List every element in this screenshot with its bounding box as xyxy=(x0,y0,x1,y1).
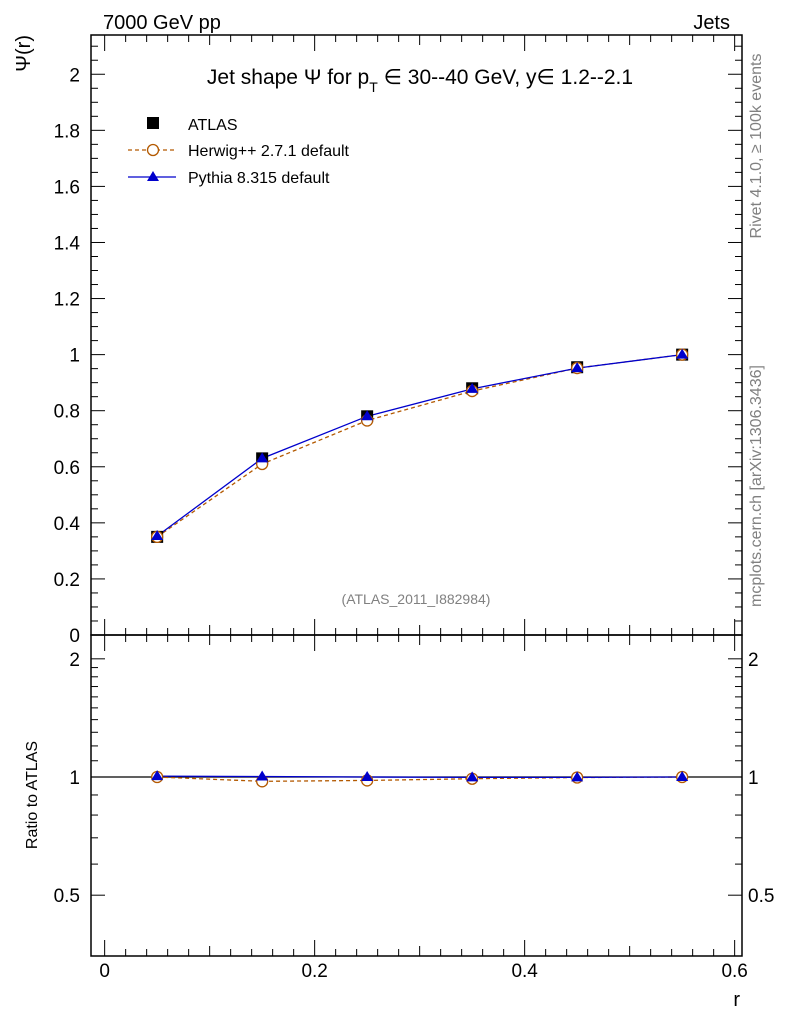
main-y-tick-label: 1.2 xyxy=(54,290,80,311)
main-pythia-point xyxy=(466,382,479,393)
main-y-tick-label: 1.4 xyxy=(54,233,81,254)
category-label: Jets xyxy=(693,12,730,34)
energy-label: 7000 GeV pp xyxy=(103,12,221,34)
ratio-x-axis: 0 0.2 0.4 0.6 xyxy=(99,635,748,982)
ratio-plot-frame xyxy=(90,634,743,957)
legend-herwig-label: Herwig++ 2.7.1 default xyxy=(188,143,350,160)
main-x-ticks xyxy=(104,35,736,635)
main-y-tick-label: 0 xyxy=(69,626,80,647)
legend: ATLAS Herwig++ 2.7.1 default Pythia 8.31… xyxy=(128,117,350,187)
main-pythia-point xyxy=(361,410,374,421)
x-tick-label: 0.6 xyxy=(721,961,747,982)
ratio-pythia-point xyxy=(361,771,374,782)
main-plot-title: Jet shape Ψ for pT ∈ 30--40 GeV, y∈ 1.2-… xyxy=(207,66,633,95)
analysis-watermark: (ATLAS_2011_I882984) xyxy=(342,591,491,607)
main-y-axis: 0 0.2 0.4 0.6 0.8 1 1.2 1.4 1.6 1.8 2 xyxy=(54,45,742,647)
x-tick-label: 0.2 xyxy=(301,961,327,982)
ratio-pythia-line xyxy=(157,775,683,778)
main-y-tick-label: 0.6 xyxy=(54,458,80,479)
main-pythia-point xyxy=(151,530,164,541)
main-pythia-point xyxy=(571,362,584,373)
main-y-tick-label: 0.8 xyxy=(54,402,80,423)
main-y-tick-label: 0.2 xyxy=(54,570,80,591)
ratio-pythia-point xyxy=(676,771,689,782)
ratio-pythia-point xyxy=(466,771,479,782)
main-herwig-line xyxy=(156,353,683,538)
main-y-tick-label: 1.6 xyxy=(54,177,80,198)
ratio-pythia-point xyxy=(151,770,164,781)
main-y-tick-label: 1.8 xyxy=(54,121,80,142)
x-tick-label: 0.4 xyxy=(511,961,538,982)
main-y-axis-title: Ψ(r) xyxy=(13,35,35,72)
ratio-y-tick-label-right: 1 xyxy=(748,768,759,789)
legend-pythia-marker xyxy=(147,171,159,181)
ratio-y-axis-title: Ratio to ATLAS xyxy=(24,741,41,849)
ratio-y-axis: 0.5 0.5 1 1 2 2 xyxy=(54,650,775,907)
legend-herwig-marker xyxy=(146,143,160,157)
ratio-y-tick-label-right: 0.5 xyxy=(748,886,774,907)
main-plot-panel: 0 0.2 0.4 0.6 0.8 1 1.2 1.4 1.6 1.8 2 Ψ(r) Jet sha… xyxy=(13,34,743,647)
ratio-y-tick-label-right: 2 xyxy=(748,650,759,671)
main-y-tick-label: 1 xyxy=(69,346,80,367)
legend-atlas-label: ATLAS xyxy=(188,117,238,134)
ratio-data-series xyxy=(150,770,689,788)
ratio-y-tick-label: 0.5 xyxy=(54,886,80,907)
ratio-pythia-point xyxy=(571,771,584,782)
rivet-version-label: Rivet 4.1.0, ≥ 100k events xyxy=(748,54,765,239)
ratio-y-tick-label: 1 xyxy=(69,768,80,789)
main-y-tick-label: 2 xyxy=(69,65,80,86)
mcplots-label: mcplots.cern.ch [arXiv:1306.3436] xyxy=(748,365,765,607)
main-pythia-line xyxy=(156,353,683,537)
ratio-y-tick-label: 2 xyxy=(69,650,80,671)
main-pythia-point xyxy=(676,348,689,359)
main-data-series xyxy=(150,348,689,544)
legend-pythia-label: Pythia 8.315 default xyxy=(188,170,330,187)
legend-atlas-marker xyxy=(147,117,159,129)
x-axis-title: r xyxy=(733,989,740,1011)
main-pythia-point xyxy=(256,452,269,463)
x-tick-label: 0 xyxy=(99,961,110,982)
main-y-tick-label: 0.4 xyxy=(54,514,81,535)
ratio-plot-panel: 0.5 0.5 1 1 2 2 0 0.2 0.4 0.6 Ratio to ATLAS r xyxy=(24,634,775,1011)
ratio-pythia-point xyxy=(256,770,269,781)
